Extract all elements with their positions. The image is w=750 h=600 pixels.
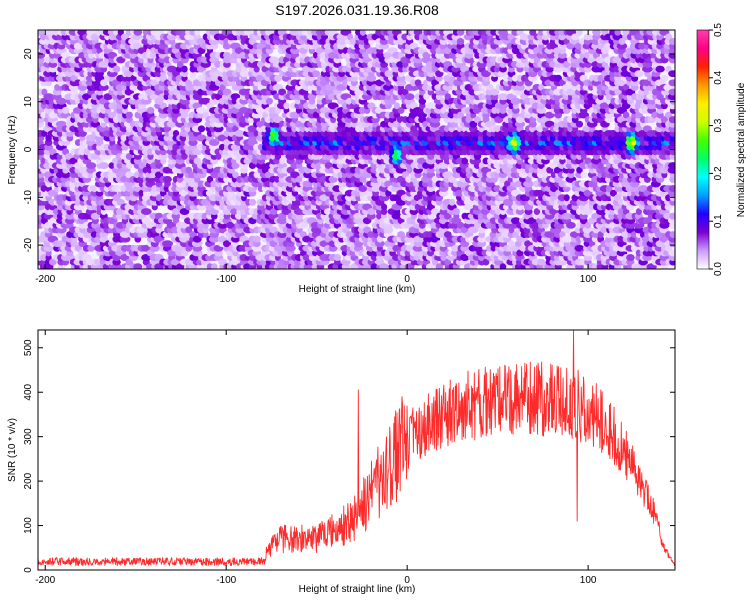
spectrogram-cells (38, 30, 675, 269)
spectrogram-cell (155, 194, 163, 202)
spectrogram-cell (252, 235, 261, 243)
spectrogram-cell (138, 162, 146, 170)
spectrogram-cell (191, 240, 203, 248)
spectrogram-cell (452, 208, 461, 215)
spectrogram-cell (206, 175, 214, 183)
spectrogram-cell (580, 171, 587, 179)
spectrogram-cell (56, 97, 67, 105)
spectrogram-cell (83, 148, 91, 156)
spectrogram-cell (185, 226, 193, 234)
spectrogram-cell (90, 212, 101, 220)
spectrogram-cell (70, 240, 78, 248)
spectrogram-cell (146, 106, 155, 114)
spectrogram-cell (172, 129, 180, 137)
spectrogram-cell (74, 244, 82, 252)
spectrogram-cell (125, 111, 133, 119)
spectrogram-cell (265, 97, 273, 105)
spectrogram-cell (180, 249, 189, 257)
spectrogram-cell (448, 198, 456, 206)
spectrogram-cell (173, 88, 180, 96)
spectrogram-cell (108, 111, 117, 119)
spectrogram-cell (176, 61, 184, 68)
spectrogram-cell (100, 79, 108, 87)
spectrogram-cell (180, 70, 189, 78)
spectrogram-cell (566, 221, 576, 229)
spectrogram-cell (78, 143, 87, 151)
spectrogram-cell (158, 42, 168, 50)
spectrogram-cell (133, 263, 143, 269)
spectrogram-cell (158, 152, 168, 160)
spectrogram-cell (510, 97, 521, 105)
spectrogram-cell (48, 111, 58, 119)
spectrogram-cell (149, 244, 160, 252)
spectrogram-cell (140, 208, 152, 215)
spectrogram-cell (159, 74, 168, 82)
spectrogram-cell (202, 111, 209, 119)
spectrogram-cell (90, 120, 101, 128)
spectrogram-cell (404, 93, 415, 101)
spectrogram-cell (163, 175, 172, 183)
spectrogram-cell (70, 74, 78, 82)
spectrogram-cell (125, 152, 133, 160)
spectrogram-cell (85, 162, 97, 170)
spectrogram-cell (98, 162, 109, 170)
spectrogram-cell (112, 65, 121, 73)
spectrogram-cell (48, 258, 57, 266)
spectrogram-cell (172, 143, 180, 151)
spectrogram-cell (133, 30, 143, 36)
spectrogram-cell (125, 221, 133, 229)
spectrogram-cell (98, 84, 109, 91)
spectrogram-cell (205, 217, 215, 225)
spectrogram-cell (197, 185, 206, 193)
spectrogram-cell (162, 240, 174, 248)
spectrogram-cell (333, 254, 342, 261)
spectrogram-cell (194, 30, 201, 36)
spectrogram-cell (208, 235, 220, 243)
spectrogram-cell (283, 102, 290, 110)
spectrogram-cell (181, 65, 188, 73)
spectrogram-cell (563, 194, 570, 202)
chart-title: S197.2026.031.19.36.R08 (275, 2, 439, 18)
spectrogram-cell (107, 51, 118, 59)
spectrogram-cell (211, 263, 218, 269)
spectrogram-cell (381, 203, 388, 211)
spectrogram-cell (575, 120, 584, 128)
spectrogram-cell (197, 125, 206, 133)
spectrogram-cell (248, 198, 257, 206)
spectrogram-cell (61, 106, 70, 114)
spectrogram-cell (141, 143, 151, 151)
spectrogram-cell (44, 139, 53, 147)
spectrogram-cell (60, 171, 71, 179)
spectrogram-cell (456, 38, 465, 45)
